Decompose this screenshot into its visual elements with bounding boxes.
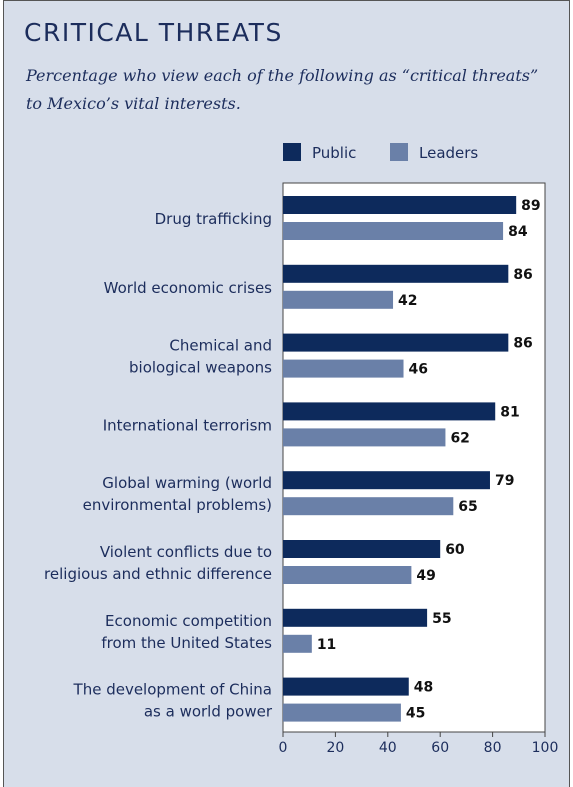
chart-title: CRITICAL THREATS [24, 18, 283, 47]
bar-public [283, 540, 441, 558]
data-label-leaders: 45 [406, 706, 425, 722]
legend-swatch-leaders [390, 143, 408, 161]
data-label-public: 89 [521, 198, 540, 214]
bar-public [283, 196, 517, 214]
data-label-leaders: 84 [508, 224, 528, 240]
bar-leaders [283, 566, 412, 584]
bar-leaders [283, 290, 394, 309]
category-label: from the United States [101, 634, 272, 652]
category-label: International terrorism [103, 416, 272, 434]
category-label: World economic crises [104, 279, 273, 297]
bar-leaders [283, 359, 404, 378]
category-label: biological weapons [129, 359, 272, 377]
data-label-leaders: 11 [317, 637, 336, 653]
bar-leaders [283, 497, 454, 516]
x-tick-label: 0 [279, 740, 288, 756]
data-label-public: 48 [414, 680, 433, 696]
bar-public [283, 471, 490, 490]
bar-public [283, 608, 428, 627]
bar-public [283, 677, 409, 696]
bar-public [283, 264, 509, 283]
data-label-public: 79 [495, 473, 514, 489]
legend-label-public: Public [312, 144, 356, 162]
category-label: The development of China [73, 681, 272, 699]
legend-swatch-public [283, 143, 301, 161]
data-label-leaders: 42 [398, 293, 417, 309]
data-label-public: 81 [500, 404, 519, 420]
data-label-public: 55 [432, 611, 451, 627]
chart-subtitle: Percentage who view each of the followin… [26, 66, 539, 113]
data-label-public: 86 [513, 336, 532, 352]
data-label-leaders: 62 [450, 430, 469, 446]
category-label: Drug trafficking [155, 210, 272, 228]
bar-public [283, 402, 496, 421]
bar-leaders [283, 222, 504, 240]
category-label: Economic competition [105, 612, 272, 630]
category-label: religious and ethnic difference [44, 565, 272, 583]
x-tick-label: 40 [379, 740, 397, 756]
category-label: as a world power [144, 703, 273, 721]
bar-leaders [283, 703, 401, 722]
data-label-public: 86 [513, 267, 532, 283]
x-tick-label: 100 [532, 740, 559, 756]
x-tick-label: 60 [431, 740, 449, 756]
x-tick-label: 80 [484, 740, 502, 756]
category-label: Global warming (world [102, 474, 272, 492]
data-label-leaders: 46 [409, 362, 428, 378]
category-label: Chemical and [169, 337, 272, 355]
data-label-leaders: 65 [458, 499, 477, 515]
legend-label-leaders: Leaders [419, 144, 478, 162]
data-label-public: 60 [445, 542, 465, 558]
x-tick-label: 20 [326, 740, 344, 756]
category-label: environmental problems) [83, 496, 272, 514]
data-label-leaders: 49 [416, 568, 435, 584]
category-label: Violent conflicts due to [100, 543, 272, 561]
bar-public [283, 333, 509, 352]
bar-leaders [283, 634, 312, 653]
bar-leaders [283, 428, 446, 447]
